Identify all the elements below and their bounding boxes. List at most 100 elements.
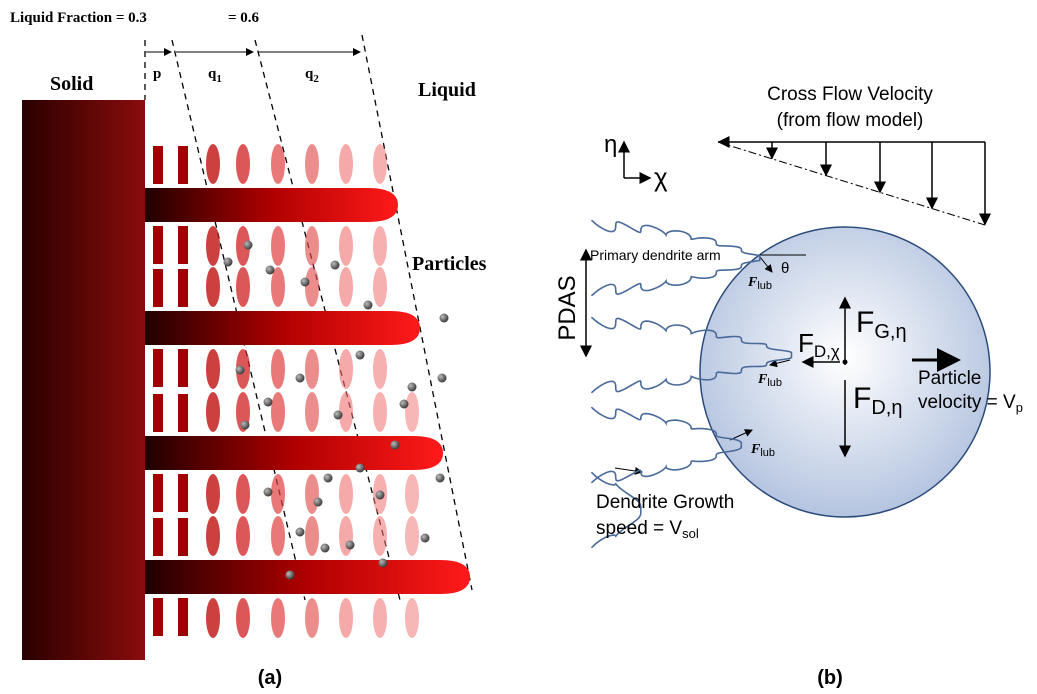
axes-icon [624, 142, 650, 178]
particles-label: Particles [412, 253, 487, 275]
force-sub: lub [767, 377, 782, 389]
secondary-arm [405, 392, 419, 432]
secondary-arm [153, 146, 163, 184]
secondary-arm [373, 392, 387, 432]
force-main: F [747, 275, 758, 290]
page: Liquid Fraction = 0.3 = 0.6 p q1 q2 Soli… [0, 0, 1037, 694]
secondary-arm [178, 598, 188, 636]
particle [376, 491, 385, 500]
particle [296, 374, 305, 383]
secondary-arm [178, 349, 188, 387]
force-sub: D,χ [814, 342, 840, 361]
secondary-arm [405, 516, 419, 556]
cross-flow-subtitle: (from flow model) [777, 110, 924, 131]
secondary-arm [236, 516, 250, 556]
figure: Liquid Fraction = 0.3 = 0.6 p q1 q2 Soli… [0, 0, 1037, 694]
secondary-arm [271, 474, 285, 514]
secondary-arm [373, 267, 387, 307]
second-fraction: = 0.6 [228, 10, 260, 26]
secondary-arm [206, 349, 220, 389]
particle-velocity: Particle [918, 368, 981, 389]
secondary-arm [405, 598, 419, 638]
panel-a [22, 35, 472, 660]
particle [436, 474, 445, 483]
force-main: F [853, 382, 871, 415]
secondary-arm [153, 349, 163, 387]
secondary-arm [339, 598, 353, 638]
zone-label: q2 [305, 66, 319, 85]
particle [379, 559, 388, 568]
secondary-arm [153, 518, 163, 556]
secondary-arm [305, 144, 319, 184]
secondary-arm [373, 349, 387, 389]
particle [296, 528, 305, 537]
secondary-arm [178, 146, 188, 184]
secondary-arm [153, 226, 163, 264]
particle [266, 266, 275, 275]
secondary-arm [271, 392, 285, 432]
secondary-arm [153, 269, 163, 307]
force-main: F [757, 372, 768, 387]
force-main: F [750, 442, 761, 457]
secondary-arm [305, 474, 319, 514]
secondary-arm [373, 226, 387, 266]
primary-arm [145, 311, 420, 345]
zone-sub: 1 [216, 73, 222, 85]
particle [391, 441, 400, 450]
particle [324, 474, 333, 483]
speed-sub: sol [682, 526, 699, 541]
secondary-arm [305, 516, 319, 556]
particle [356, 351, 365, 360]
particle [236, 366, 245, 375]
secondary-arm [178, 226, 188, 264]
secondary-arm [305, 226, 319, 266]
secondary-arm [206, 474, 220, 514]
secondary-arm [206, 267, 220, 307]
particle [301, 278, 310, 287]
liquid-fraction: Liquid Fraction = 0.3 [10, 10, 147, 26]
particle [438, 374, 447, 383]
caption-b: (b) [817, 667, 843, 689]
force-sub: lub [760, 447, 775, 459]
secondary-arm [271, 349, 285, 389]
force-main: F [798, 328, 814, 358]
cross-flow [718, 142, 985, 225]
secondary-arm [271, 516, 285, 556]
liquid-label: Liquid [418, 79, 476, 101]
force-main: F [856, 306, 874, 339]
velocity-sub: p [1016, 400, 1023, 415]
secondary-arm [305, 349, 319, 389]
growth-speed: speed = Vsol [596, 518, 699, 541]
particle [224, 258, 233, 267]
zone-label: q1 [208, 66, 222, 85]
secondary-arm [339, 267, 353, 307]
secondary-arm [305, 267, 319, 307]
secondary-arm [373, 516, 387, 556]
primary-arm [145, 560, 470, 594]
zone-label: p [153, 66, 161, 82]
particle-velocity: velocity = Vp [918, 392, 1023, 415]
particle [321, 544, 330, 553]
secondary-arm [206, 144, 220, 184]
secondary-arm [339, 349, 353, 389]
secondary-arm [178, 474, 188, 512]
secondary-arm [206, 598, 220, 638]
particle [334, 411, 343, 420]
secondary-arm [339, 516, 353, 556]
secondary-arm [236, 144, 250, 184]
secondary-arm [271, 144, 285, 184]
secondary-arm [178, 394, 188, 432]
secondary-arm [206, 516, 220, 556]
secondary-arm [153, 598, 163, 636]
theta: θ [781, 260, 789, 277]
particle [244, 241, 253, 250]
secondary-arm [236, 598, 250, 638]
axis-eta: η [604, 131, 617, 158]
growth-speed: Dendrite Growth [596, 492, 734, 513]
particle [286, 571, 295, 580]
particle [241, 421, 250, 430]
particle [331, 261, 340, 270]
secondary-arm [236, 474, 250, 514]
secondary-arm [373, 598, 387, 638]
particle [356, 464, 365, 473]
